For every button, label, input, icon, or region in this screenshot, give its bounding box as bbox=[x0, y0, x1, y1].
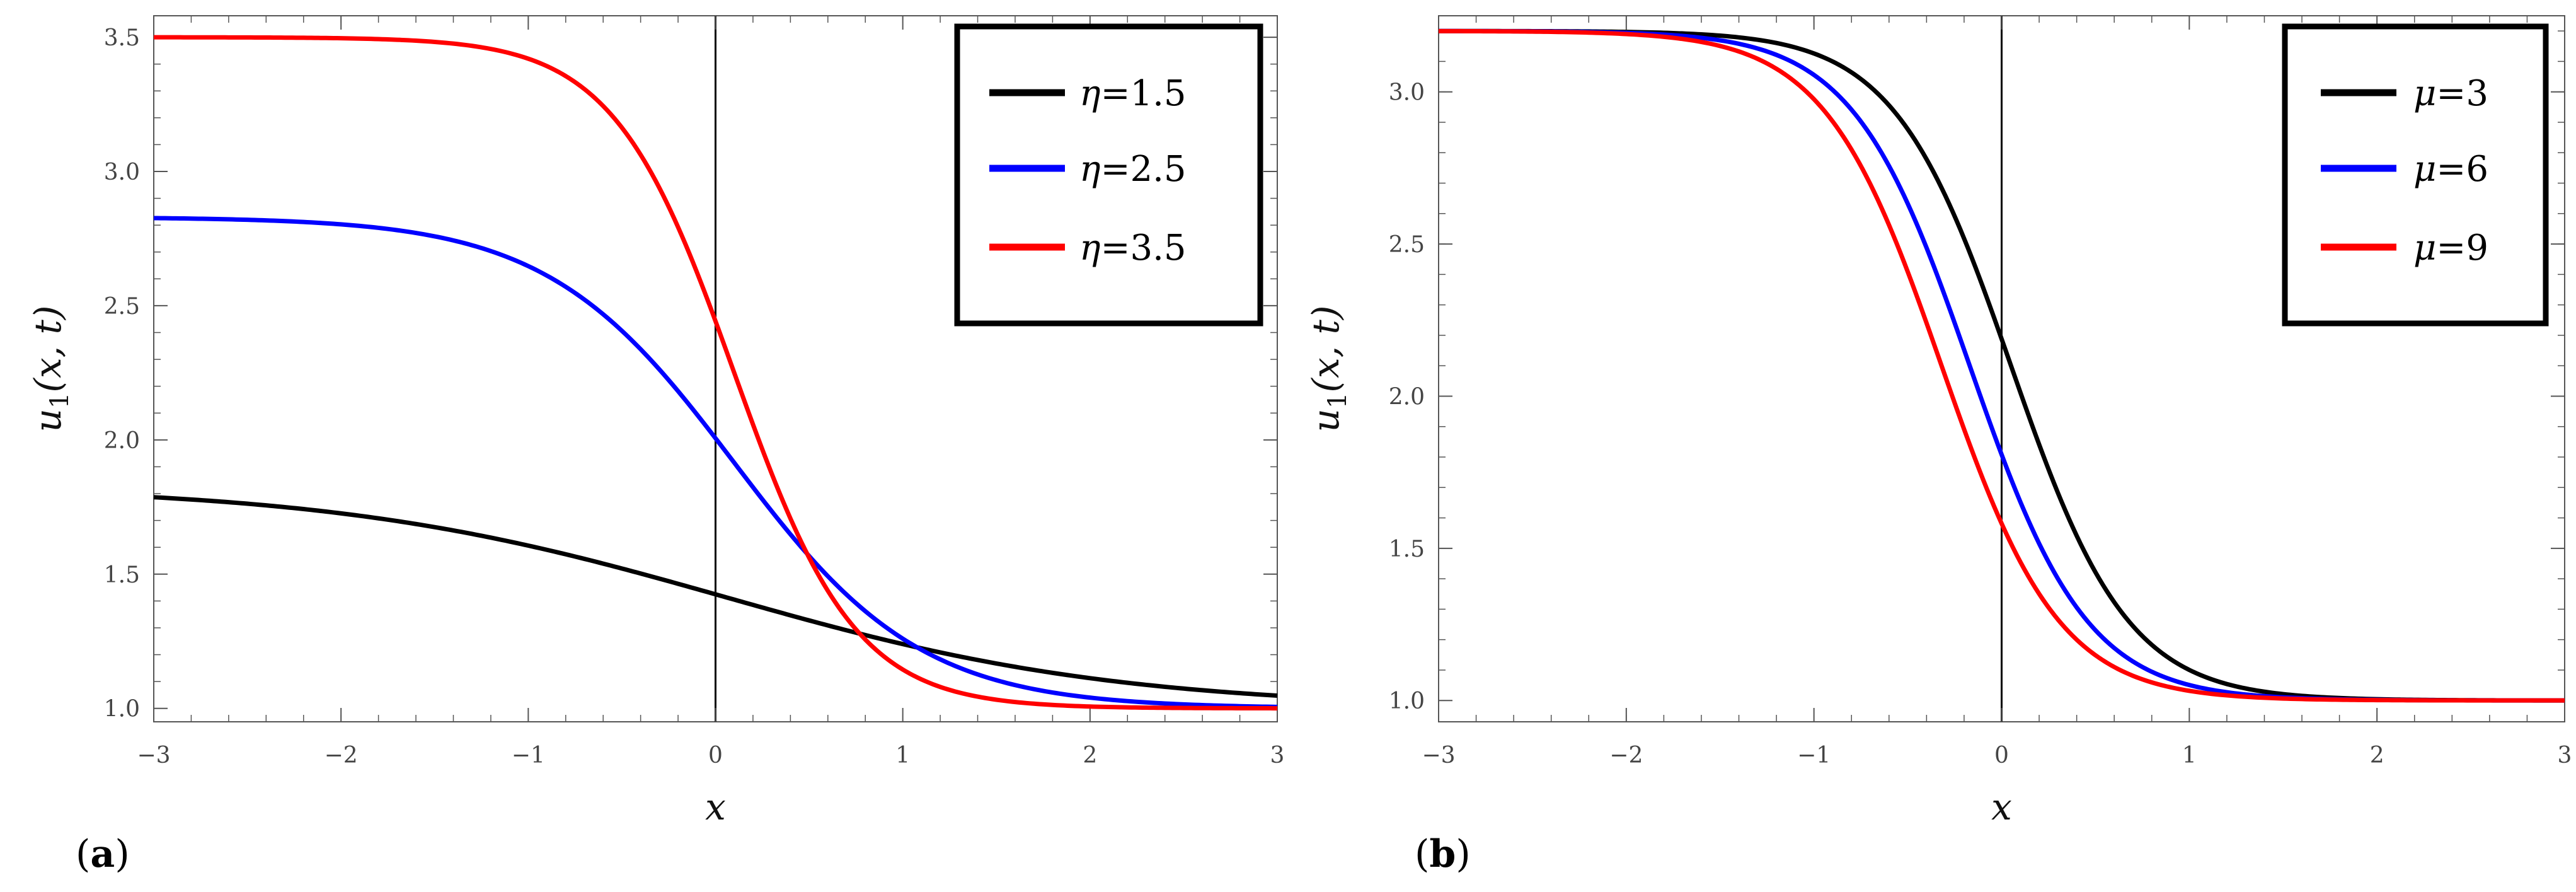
y-axis-title: u1(x, t) bbox=[1304, 306, 1352, 432]
legend-entry-label: μ=6 bbox=[2413, 149, 2488, 190]
series-line-1 bbox=[153, 495, 1278, 698]
y-tick-label: 1.5 bbox=[1389, 536, 1425, 562]
x-tick-label: 1 bbox=[895, 743, 910, 768]
x-tick-label: −3 bbox=[137, 743, 170, 768]
x-axis-title: x bbox=[1991, 785, 2012, 828]
y-tick-label: 2.0 bbox=[1389, 384, 1425, 410]
x-tick-label: −1 bbox=[512, 743, 545, 768]
x-tick-label: 1 bbox=[2182, 743, 2197, 768]
chart-panel-b: −3 −2 −1 0 1 2 3 1.0 1.5 2.0 2.5 3.0 μ=3 μ=6 μ=9 x u1(x,… bbox=[1304, 15, 2572, 876]
legend-entry-label: μ=9 bbox=[2413, 228, 2488, 269]
x-tick-label: 2 bbox=[1083, 743, 1097, 768]
x-tick-label: −2 bbox=[325, 743, 358, 768]
x-tick-label: −3 bbox=[1422, 743, 1455, 768]
x-tick-label: −2 bbox=[1609, 743, 1643, 768]
chart-panel-a: −3 −2 −1 0 1 2 3 1.0 1.5 2.0 2.5 3.0 3.5 η=1.5 η=2.5 η=… bbox=[26, 15, 1285, 876]
x-tick-label: 0 bbox=[1994, 743, 2009, 768]
series-line-3 bbox=[1438, 28, 2565, 703]
legend-entry-label: η=3.5 bbox=[1079, 228, 1187, 269]
y-tick-label: 2.5 bbox=[1389, 232, 1425, 258]
y-tick-label: 3.0 bbox=[1389, 80, 1425, 106]
y-tick-label: 1.0 bbox=[1389, 688, 1425, 714]
panel-label: (a) bbox=[76, 832, 130, 876]
panel-label: (b) bbox=[1415, 832, 1471, 876]
y-tick-label: 1.5 bbox=[104, 562, 140, 588]
legend-entry-label: η=1.5 bbox=[1079, 73, 1187, 114]
legend-entry-label: μ=3 bbox=[2413, 73, 2488, 114]
legend-box bbox=[954, 23, 1263, 327]
x-tick-label: −1 bbox=[1797, 743, 1831, 768]
x-tick-label: 2 bbox=[2370, 743, 2384, 768]
series-line-3 bbox=[154, 35, 1277, 711]
legend-box bbox=[2282, 23, 2549, 327]
y-tick-label: 3.0 bbox=[104, 159, 140, 185]
x-axis-title: x bbox=[705, 785, 726, 828]
y-tick-label: 2.0 bbox=[104, 428, 140, 454]
y-tick-label: 2.5 bbox=[104, 294, 140, 320]
x-tick-label: 3 bbox=[1270, 743, 1285, 768]
x-tick-label: 0 bbox=[708, 743, 723, 768]
legend-entry-label: η=2.5 bbox=[1079, 149, 1187, 190]
y-axis-title: u1(x, t) bbox=[26, 306, 74, 432]
y-tick-label: 1.0 bbox=[104, 697, 140, 722]
series-line-2 bbox=[153, 216, 1278, 709]
x-tick-label: 3 bbox=[2558, 743, 2572, 768]
y-tick-label: 3.5 bbox=[104, 25, 140, 51]
